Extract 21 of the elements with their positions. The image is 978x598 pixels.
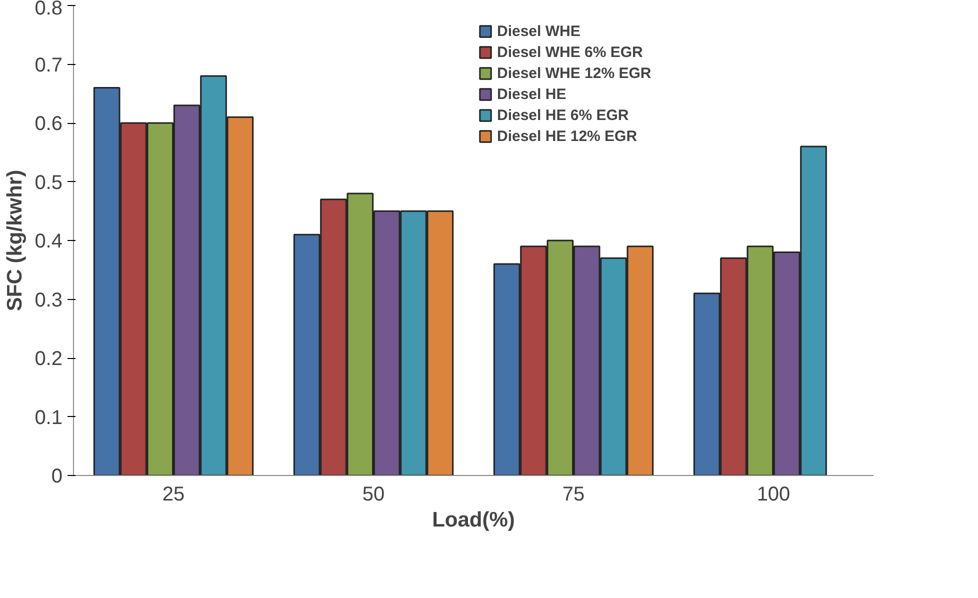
x-tick-label: 75 — [562, 484, 585, 506]
x-axis-title: Load(%) — [432, 508, 515, 532]
x-tick-label: 50 — [362, 484, 385, 506]
y-tick-label: 0.7 — [34, 54, 63, 76]
legend-label: Diesel HE 6% EGR — [497, 106, 629, 124]
legend-label: Diesel HE — [497, 85, 566, 103]
y-axis-title: SFC (kg/kwhr) — [4, 170, 27, 312]
x-tick-label: 25 — [162, 484, 185, 506]
y-tick-label: 0.4 — [34, 230, 63, 252]
y-tick-label: 0.3 — [34, 289, 63, 312]
legend-label: Diesel WHE 12% EGR — [497, 64, 652, 82]
y-tick-label: 0.2 — [34, 348, 63, 370]
x-tick-label: 100 — [756, 484, 790, 506]
y-tick-label: 0.1 — [34, 406, 63, 429]
legend-label: Diesel WHE 6% EGR — [497, 43, 643, 61]
y-tick-label: 0 — [51, 466, 62, 488]
y-tick-label: 0.6 — [34, 113, 63, 135]
legend-label: Diesel HE 12% EGR — [497, 127, 638, 145]
y-tick-label: 0.5 — [34, 172, 63, 194]
legend-label: Diesel WHE — [497, 22, 580, 40]
y-tick-label: 0.8 — [34, 0, 63, 20]
